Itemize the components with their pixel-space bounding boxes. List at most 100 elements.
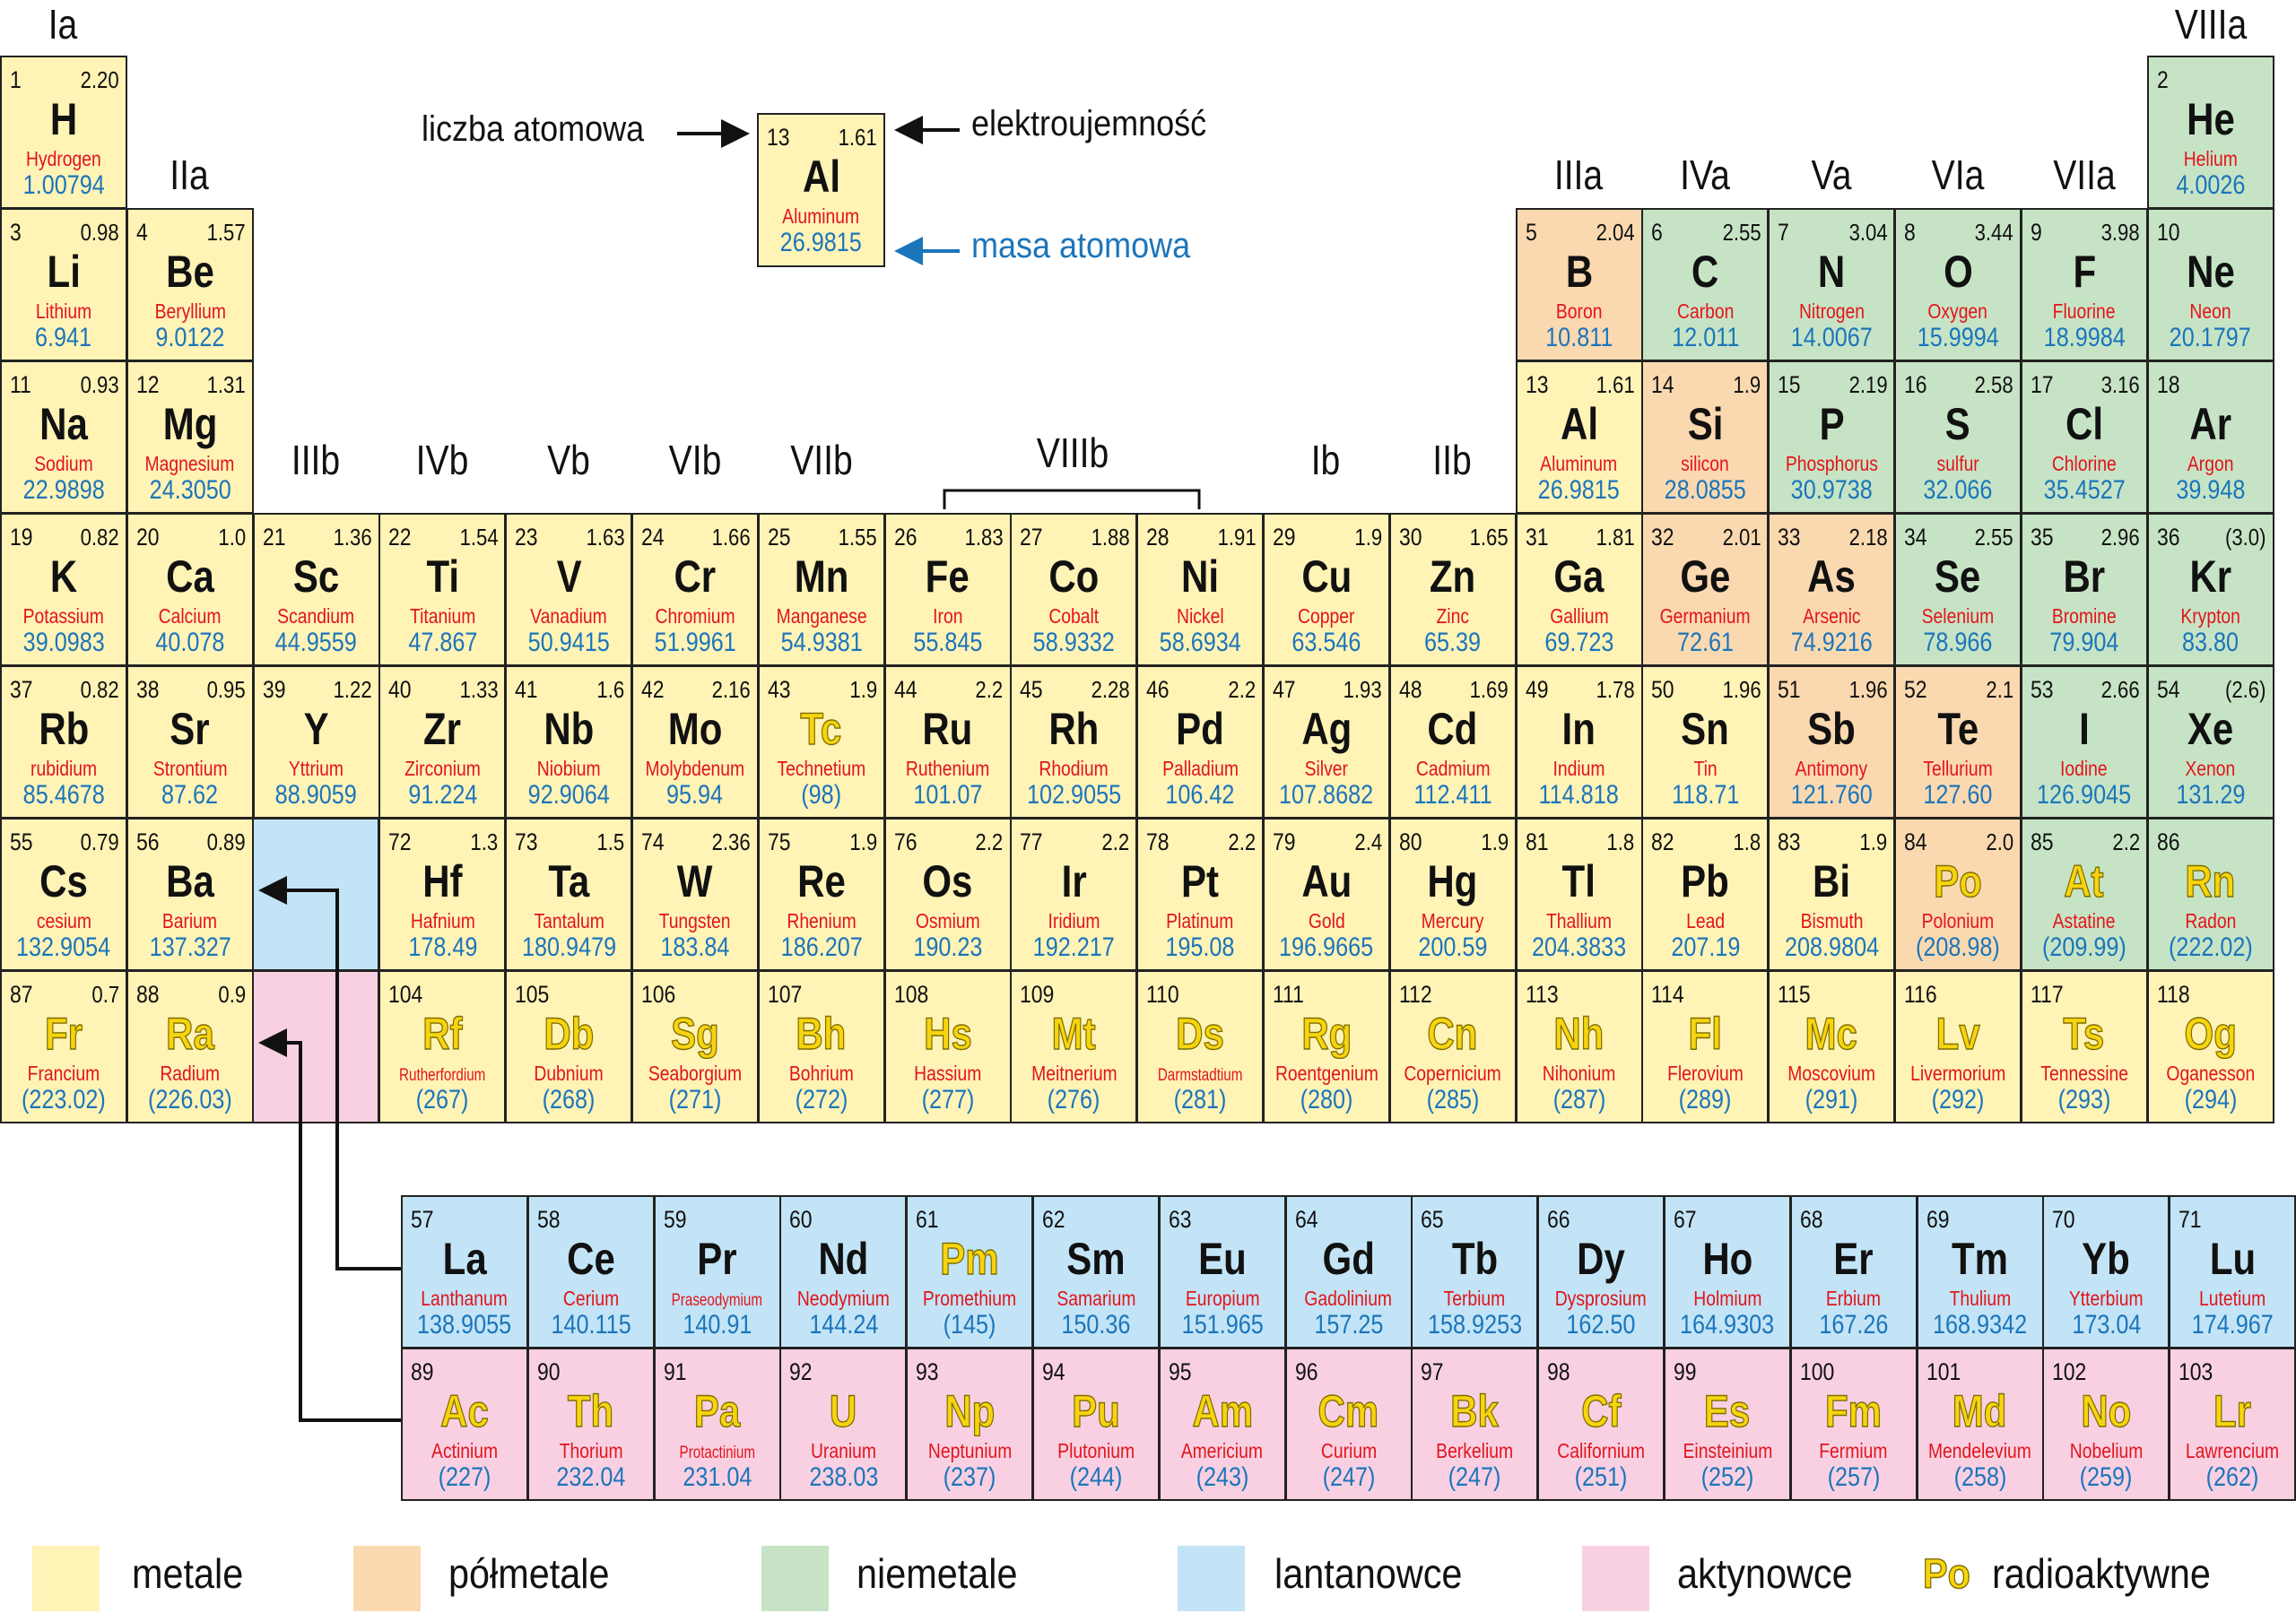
- element-symbol: Ca: [165, 551, 214, 602]
- atomic-number: 26: [893, 524, 918, 551]
- element-name: Vanadium: [530, 604, 607, 628]
- element-name: Hassium: [914, 1062, 982, 1085]
- electronegativity: 2.28: [1091, 676, 1130, 703]
- element-symbol: Ag: [1301, 704, 1352, 754]
- element-cell-Zn: 30 1.65 Zn Zinc 65.39: [1388, 513, 1517, 666]
- element-symbol: Es: [1704, 1385, 1752, 1436]
- element-cell-H: 1 2.20 H Hydrogen 1.00794: [0, 56, 127, 209]
- element-symbol: La: [442, 1234, 487, 1284]
- element-symbol: Po: [1934, 855, 1983, 906]
- electronegativity: 1.0: [218, 524, 246, 551]
- atomic-mass: 114.818: [1538, 780, 1620, 810]
- element-cell-Tm: 69 Tm Thulium 168.9342: [1916, 1195, 2044, 1349]
- element-name: Bismuth: [1800, 909, 1864, 932]
- atomic-mass: 58.6934: [1159, 628, 1241, 657]
- element-cell-Os: 76 2.2 Os Osmium 190.23: [883, 818, 1012, 971]
- element-cell-Mo: 42 2.16 Mo Molybdenum 95.94: [631, 665, 759, 819]
- atomic-number: 1: [10, 66, 22, 93]
- atomic-number: 35: [2030, 524, 2054, 551]
- lanthanides-placeholder: [252, 818, 379, 971]
- element-name: Lutetium: [2199, 1287, 2266, 1310]
- element-name: Neptunium: [927, 1439, 1012, 1462]
- atomic-mass: 85.4678: [22, 780, 105, 810]
- element-symbol: No: [2081, 1385, 2132, 1436]
- atomic-number: 8: [1904, 219, 1916, 246]
- atomic-mass: 6.941: [35, 323, 92, 352]
- element-cell-Hg: 80 1.9 Hg Mercury 200.59: [1388, 818, 1517, 971]
- element-name: Samarium: [1056, 1287, 1136, 1310]
- legend-label-actinides: aktynowce: [1677, 1550, 1853, 1597]
- atomic-number: 63: [1168, 1206, 1192, 1233]
- element-symbol: Se: [1935, 551, 1981, 602]
- atomic-mass: 44.9559: [275, 628, 358, 657]
- legend-swatch-lanthanides: [1178, 1546, 1245, 1611]
- atomic-mass: (227): [438, 1462, 491, 1492]
- electronegativity: 1.81: [1596, 524, 1635, 551]
- element-symbol: Sc: [292, 551, 340, 602]
- atomic-mass: 74.9216: [1790, 628, 1873, 657]
- electronegativity: 1.36: [333, 524, 372, 551]
- atomic-mass: 131.29: [2176, 780, 2246, 810]
- atomic-mass: 10.811: [1544, 323, 1613, 352]
- atomic-mass: 1.00794: [22, 170, 105, 200]
- atomic-number: 23: [515, 524, 538, 551]
- atomic-mass: 101.07: [913, 780, 983, 810]
- atomic-number: 30: [1398, 524, 1422, 551]
- element-cell-Md: 101 Md Mendelevium (258): [1916, 1348, 2044, 1501]
- electronegativity: 2.36: [711, 828, 751, 855]
- element-symbol: Tm: [1952, 1234, 2009, 1284]
- atomic-number: 114: [1651, 981, 1684, 1008]
- atomic-mass: 186.207: [780, 932, 863, 962]
- element-symbol: At: [2064, 855, 2104, 906]
- electronegativity: 2.2: [975, 676, 1004, 703]
- electronegativity: 1.5: [596, 828, 625, 855]
- element-name: Aluminum: [1540, 452, 1618, 475]
- viiib-bracket: [943, 489, 1201, 509]
- element-symbol: Si: [1687, 399, 1724, 449]
- element-name: Americium: [1181, 1439, 1264, 1462]
- atomic-mass: 190.23: [913, 932, 983, 962]
- atomic-mass: 138.9055: [417, 1310, 512, 1340]
- atomic-number: 31: [1525, 524, 1549, 551]
- element-name: Tin: [1693, 757, 1718, 780]
- atomic-mass: 65.39: [1424, 628, 1482, 657]
- element-cell-Fr: 87 0.7 Fr Francium (223.02): [0, 970, 127, 1123]
- element-symbol: Ds: [1176, 1008, 1225, 1059]
- electronegativity: 1.66: [711, 524, 751, 551]
- atomic-mass: 162.50: [1566, 1310, 1636, 1340]
- element-symbol: Sg: [671, 1008, 720, 1059]
- legend-label-metals: metale: [132, 1550, 244, 1597]
- electronegativity: 0.7: [91, 981, 119, 1008]
- element-name: Tantalum: [533, 909, 604, 932]
- atomic-number: 45: [1020, 676, 1043, 703]
- element-name: Thulium: [1949, 1287, 2011, 1310]
- atomic-number: 67: [1674, 1206, 1697, 1233]
- atomic-mass: 140.115: [551, 1310, 631, 1340]
- element-name: silicon: [1681, 452, 1730, 475]
- atomic-number: 27: [1020, 524, 1043, 551]
- element-cell-Hf: 72 1.3 Hf Hafnium 178.49: [378, 818, 507, 971]
- element-name: Francium: [27, 1062, 100, 1085]
- electronegativity: 2.0: [1986, 828, 2013, 855]
- atomic-mass: 121.760: [1790, 780, 1873, 810]
- element-name: Tennessine: [2039, 1062, 2128, 1085]
- atomic-number: 97: [1421, 1358, 1444, 1385]
- element-cell-Og: 118 Og Oganesson (294): [2146, 970, 2274, 1123]
- atomic-mass: 127.60: [1923, 780, 1993, 810]
- element-name: Gold: [1308, 909, 1345, 932]
- element-cell-Rg: 111 Rg Roentgenium (280): [1263, 970, 1390, 1123]
- element-cell-Li: 3 0.98 Li Lithium 6.941: [0, 208, 127, 361]
- element-name: Moscovium: [1787, 1062, 1876, 1085]
- atomic-mass: 180.9479: [521, 932, 616, 962]
- element-name: Strontium: [152, 757, 228, 780]
- atomic-number: 64: [1294, 1206, 1318, 1233]
- element-name: Yttrium: [288, 757, 344, 780]
- element-symbol: Er: [1833, 1234, 1874, 1284]
- atomic-mass: 88.9059: [275, 780, 358, 810]
- atomic-mass: 91.224: [407, 780, 477, 810]
- element-name: Lanthanum: [421, 1287, 509, 1310]
- key-atomic-number-label: liczba atomowa: [422, 109, 645, 149]
- element-name: Actinium: [430, 1439, 499, 1462]
- element-cell-As: 33 2.18 As Arsenic 74.9216: [1768, 513, 1896, 666]
- element-cell-Ce: 58 Ce Cerium 140.115: [526, 1195, 655, 1349]
